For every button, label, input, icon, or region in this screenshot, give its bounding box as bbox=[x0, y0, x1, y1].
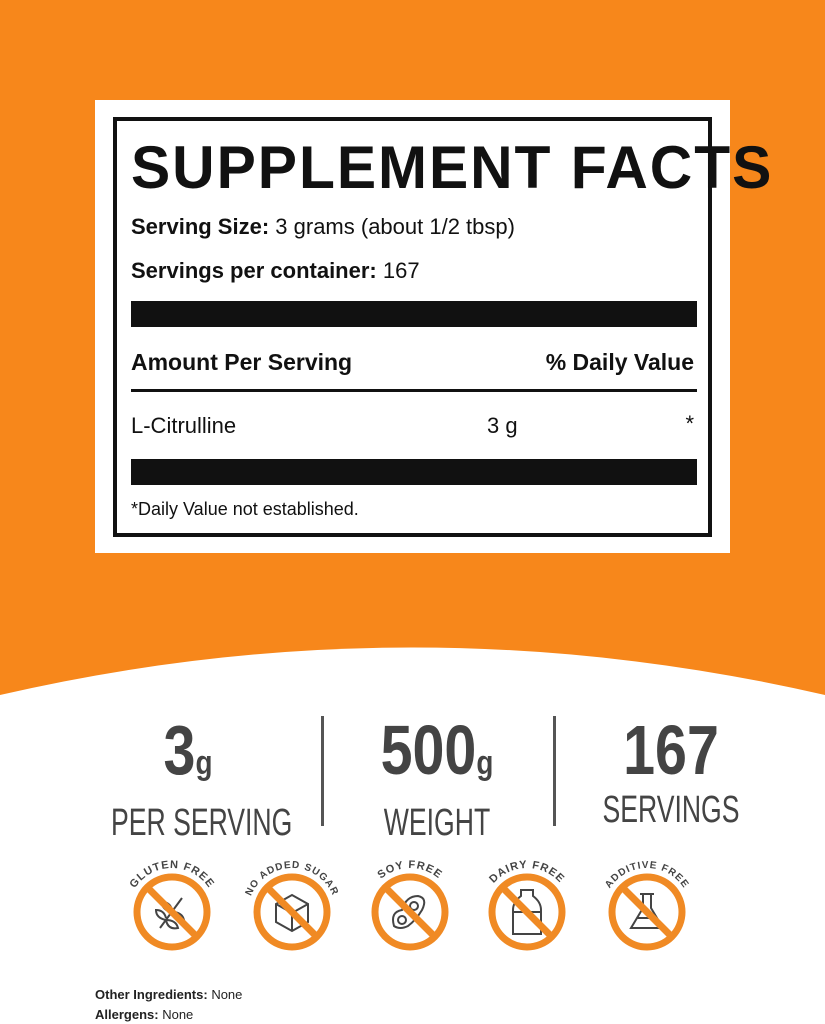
allergens: Allergens: None bbox=[95, 1007, 193, 1022]
badge-additive-free: ADDITIVE FREE bbox=[603, 860, 690, 951]
footnote: *Daily Value not established. bbox=[131, 499, 359, 519]
badge-gluten-free: GLUTEN FREE bbox=[127, 859, 216, 951]
stat-servings: 167 SERVINGS bbox=[561, 712, 781, 832]
divider-thick bbox=[131, 459, 697, 485]
servings-label: Servings per container: bbox=[131, 258, 377, 283]
stat-label: WEIGHT bbox=[383, 802, 491, 844]
stat-value: 167 bbox=[623, 711, 719, 789]
stat-label: PER SERVING bbox=[111, 802, 293, 844]
badge-no-added-sugar: NO ADDED SUGAR bbox=[244, 860, 339, 951]
stat-unit: g bbox=[195, 744, 213, 782]
stat-unit: g bbox=[476, 744, 494, 782]
facts-title: SUPPLEMENT FACTS bbox=[131, 134, 774, 201]
other-label: Other Ingredients: bbox=[95, 987, 208, 1002]
other-ingredients: Other Ingredients: None bbox=[95, 987, 242, 1002]
ingredient-amount: 3 g bbox=[487, 413, 518, 438]
divider-thick bbox=[131, 301, 697, 327]
prohibited-circle-icon bbox=[371, 873, 449, 951]
prohibited-circle-icon bbox=[253, 873, 331, 951]
divider bbox=[131, 389, 697, 392]
stat-label: SERVINGS bbox=[602, 789, 740, 831]
serving-size-value: 3 grams (about 1/2 tbsp) bbox=[275, 214, 515, 239]
serving-size: Serving Size: 3 grams (about 1/2 tbsp) bbox=[131, 214, 515, 240]
stat-value: 500 bbox=[380, 711, 477, 789]
supplement-facts-panel: SUPPLEMENT FACTS Serving Size: 3 grams (… bbox=[95, 100, 771, 553]
prohibited-circle-icon bbox=[488, 873, 566, 951]
stat-divider bbox=[553, 716, 556, 826]
amount-header: Amount Per Serving bbox=[131, 349, 353, 375]
servings-value: 167 bbox=[382, 258, 420, 283]
badge-soy-free: SOY FREE bbox=[371, 859, 449, 951]
serving-size-label: Serving Size: bbox=[131, 214, 270, 239]
badge-dairy-free: DAIRY FREE bbox=[487, 859, 567, 951]
servings-per-container: Servings per container: 167 bbox=[131, 258, 420, 284]
stat-divider bbox=[321, 716, 324, 826]
ingredient-dv: * bbox=[685, 411, 694, 436]
other-value: None bbox=[211, 987, 243, 1002]
prohibited-circle-icon bbox=[608, 873, 686, 951]
dv-header: % Daily Value bbox=[545, 349, 694, 375]
soybean-icon bbox=[392, 894, 426, 929]
stat-weight: 500g WEIGHT bbox=[327, 712, 547, 845]
prohibited-circle-icon bbox=[133, 873, 211, 951]
stat-per-serving: 3g PER SERVING bbox=[78, 712, 298, 845]
badge-label: DAIRY FREE bbox=[487, 859, 567, 886]
allergens-value: None bbox=[162, 1007, 194, 1022]
allergens-label: Allergens: bbox=[95, 1007, 159, 1022]
ingredient-name: L-Citrulline bbox=[131, 413, 237, 438]
stat-value: 3 bbox=[163, 711, 196, 789]
